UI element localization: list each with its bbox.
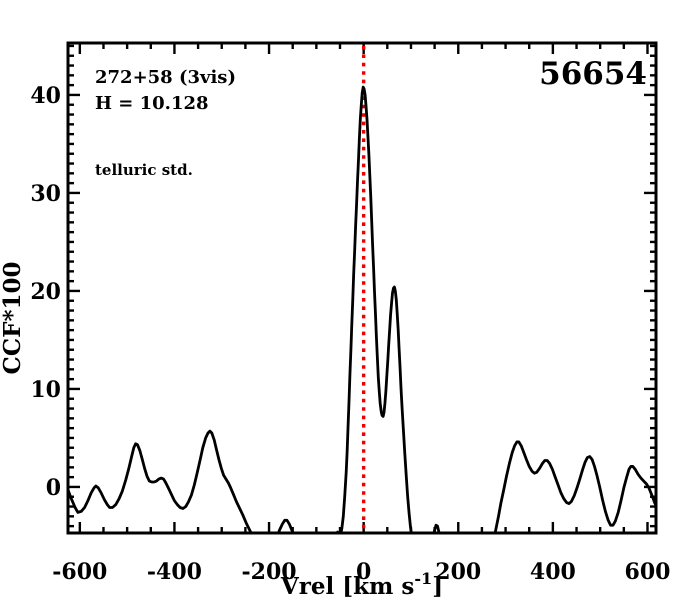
annotation-telluric-std: telluric std. [95, 161, 193, 179]
x-tick-label: -600 [52, 559, 107, 585]
x-tick-label: 400 [530, 559, 576, 585]
x-tick-label: -200 [242, 559, 297, 585]
annotation-field-id: 272+58 (3vis) [95, 67, 236, 88]
annotation-h-magnitude: H = 10.128 [95, 93, 209, 114]
ccf-curve [69, 85, 655, 532]
y-tick-label: 30 [30, 181, 61, 207]
y-tick-label: 40 [30, 83, 61, 109]
x-tick-label: 0 [356, 559, 371, 585]
x-tick-label: 200 [435, 559, 481, 585]
x-axis-title: Vrel [km s-1] [280, 569, 443, 600]
axis-tick-labels: -600 -400 -200 0 200 400 600 0 10 20 30 40 [30, 83, 670, 585]
annotation-mjd: 56654 [539, 56, 647, 92]
x-tick-label: 600 [625, 559, 671, 585]
y-tick-label: 0 [46, 475, 61, 501]
x-tick-label: -400 [147, 559, 202, 585]
y-axis-title: CCF*100 [0, 262, 26, 375]
plot-frame [66, 41, 658, 535]
y-tick-label: 20 [30, 279, 61, 305]
y-tick-label: 10 [30, 377, 61, 403]
